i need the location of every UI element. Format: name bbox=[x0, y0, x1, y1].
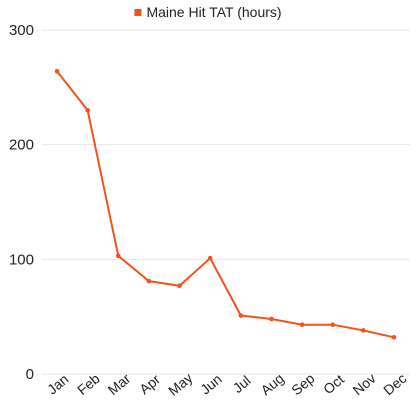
data-point-sep[interactable] bbox=[299, 322, 305, 327]
data-point-nov[interactable] bbox=[361, 328, 366, 333]
data-point-aug[interactable] bbox=[269, 316, 274, 322]
data-point-jul[interactable] bbox=[238, 313, 244, 318]
legend-label: Maine Hit TAT (hours) bbox=[146, 4, 281, 20]
legend-swatch bbox=[134, 9, 142, 16]
x-tick-label-jun: Jun bbox=[197, 371, 225, 398]
y-tick-label: 0 bbox=[26, 366, 34, 383]
data-point-jun[interactable] bbox=[207, 255, 213, 261]
data-point-may[interactable] bbox=[177, 283, 182, 289]
y-tick-label: 100 bbox=[9, 251, 34, 268]
data-point-dec[interactable] bbox=[391, 335, 397, 340]
x-tick-label-apr: Apr bbox=[136, 371, 163, 397]
x-tick-label-jul: Jul bbox=[230, 372, 254, 396]
data-point-apr[interactable] bbox=[146, 278, 152, 284]
legend[interactable]: Maine Hit TAT (hours) bbox=[134, 4, 282, 20]
series-line bbox=[56, 70, 395, 339]
y-axis: 0 100 200 300 bbox=[9, 22, 34, 383]
data-point-mar[interactable] bbox=[115, 253, 121, 259]
x-tick-label-oct: Oct bbox=[320, 371, 347, 397]
gridlines bbox=[42, 29, 410, 375]
y-tick-label: 300 bbox=[9, 22, 34, 39]
series-layer bbox=[54, 68, 397, 340]
data-point-jan[interactable] bbox=[54, 68, 60, 74]
x-tick-label-jan: Jan bbox=[44, 371, 72, 398]
data-point-oct[interactable] bbox=[330, 322, 336, 327]
data-point-feb[interactable] bbox=[85, 107, 90, 113]
y-tick-label: 200 bbox=[9, 137, 34, 154]
